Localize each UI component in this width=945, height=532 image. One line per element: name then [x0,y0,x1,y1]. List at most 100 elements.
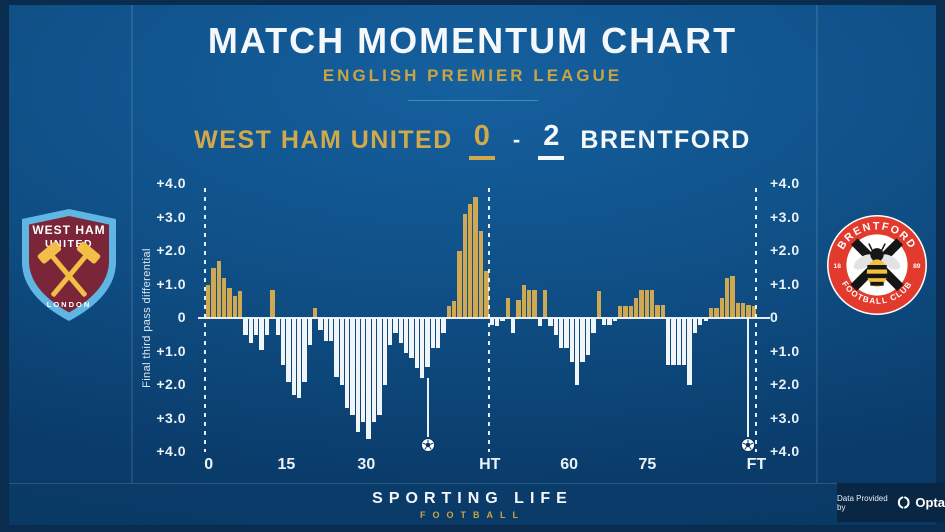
momentum-bar-west-ham [628,306,633,318]
momentum-bar-brentford [607,318,612,325]
momentum-bar-west-ham [516,299,521,318]
momentum-bar-brentford [323,318,329,342]
momentum-bar-brentford [366,318,371,439]
crossed-hammers-icon [37,241,101,297]
momentum-bar-west-ham [650,289,655,318]
momentum-bar-west-ham [746,304,751,318]
momentum-bar-brentford [393,318,398,334]
header-divider [407,100,538,101]
momentum-bar-brentford [510,318,516,334]
momentum-bar-west-ham [714,307,719,318]
momentum-bar-brentford [430,318,436,349]
momentum-bar-brentford [500,318,505,322]
momentum-bar-brentford [243,318,248,335]
y-tick-right: +1.0 [770,342,800,359]
momentum-bar-west-ham [312,307,318,318]
momentum-bar-west-ham [751,306,756,318]
momentum-bar-west-ham [617,306,623,318]
momentum-bar-west-ham [639,289,644,318]
momentum-bar-west-ham [644,289,649,318]
momentum-bar-west-ham [211,267,216,318]
momentum-bar-brentford [687,318,692,385]
y-tick-left: +3.0 [156,409,186,426]
y-tick-left: +4.0 [156,443,186,459]
brand-sub-wordmark: FOOTBALL [420,510,525,520]
momentum-bar-brentford [564,318,569,349]
momentum-bar-west-ham [227,287,232,318]
momentum-bar-west-ham [468,204,473,318]
right-pinstripe-divider [816,5,818,483]
x-tick-15: 15 [277,456,296,473]
momentum-bar-west-ham [660,304,666,318]
momentum-bar-brentford [553,318,559,335]
momentum-bar-west-ham [730,276,735,318]
momentum-bar-brentford [286,318,291,382]
goal-football-icon [420,437,436,453]
momentum-bar-brentford [585,318,591,355]
momentum-bar-brentford [296,318,302,399]
crest-text-westham: WEST HAM [32,223,105,237]
momentum-bar-brentford [377,318,382,416]
momentum-bar-brentford [371,318,377,422]
momentum-bar-brentford [580,318,585,362]
bottom-frame-strip [0,525,945,532]
home-score: 0 [468,120,495,160]
momentum-bar-brentford [398,318,403,344]
momentum-bar-brentford [591,318,596,334]
crest-text-18: 18 [834,263,842,270]
momentum-bar-brentford [489,318,494,325]
momentum-bar-west-ham [633,297,639,318]
west-ham-crest: WEST HAM UNITED LONDON [22,209,116,321]
x-tick-60: 60 [560,456,578,473]
momentum-bar-brentford [441,318,446,334]
chart-plot [206,184,757,452]
momentum-bar-brentford [307,318,312,345]
dashed-guide-line [204,188,206,452]
momentum-bar-brentford [425,318,430,367]
momentum-bar-brentford [345,318,350,409]
momentum-bar-west-ham [232,296,238,318]
momentum-bar-brentford [559,318,564,349]
momentum-bar-west-ham [238,291,243,318]
momentum-bar-brentford [264,318,270,335]
momentum-bar-west-ham [543,289,548,318]
competition-subtitle: ENGLISH PREMIER LEAGUE [322,66,623,85]
momentum-bar-brentford [414,318,419,369]
momentum-bar-west-ham [222,277,227,318]
momentum-bar-west-ham [446,306,452,318]
crest-text-89: 89 [913,263,921,270]
page-title: MATCH MOMENTUM CHART [207,20,738,61]
momentum-bar-brentford [318,318,323,330]
card-background [9,5,936,525]
momentum-bar-brentford [302,318,307,382]
y-tick-right: +3.0 [770,409,800,426]
momentum-bar-west-ham [596,291,601,318]
x-tick-ft: FT [746,456,767,473]
momentum-bar-brentford [259,318,264,350]
momentum-bar-west-ham [532,289,537,318]
away-score: 2 [538,120,565,160]
y-tick-left: +2.0 [156,242,186,258]
momentum-bar-brentford [339,318,345,385]
momentum-bar-west-ham [457,251,462,318]
momentum-bar-west-ham [655,304,660,318]
momentum-bar-brentford [703,318,708,322]
footer-divider [9,483,837,484]
y-tick-left: +2.0 [156,376,186,392]
momentum-bar-brentford [612,318,617,322]
momentum-bar-brentford [291,318,296,396]
x-tick-30: 30 [357,456,376,473]
momentum-bar-west-ham [452,301,457,318]
away-team-name: BRENTFORD [580,125,751,154]
momentum-bar-brentford [537,318,542,327]
momentum-bar-west-ham [206,284,211,318]
y-tick-right: 0 [770,309,779,325]
momentum-bar-brentford [403,318,409,354]
y-tick-right: +1.0 [770,275,800,292]
momentum-bar-west-ham [473,197,478,318]
opta-logo-icon [897,496,910,509]
y-tick-right: +3.0 [770,208,800,225]
dashed-guide-line [755,188,757,452]
momentum-bar-brentford [254,318,259,335]
